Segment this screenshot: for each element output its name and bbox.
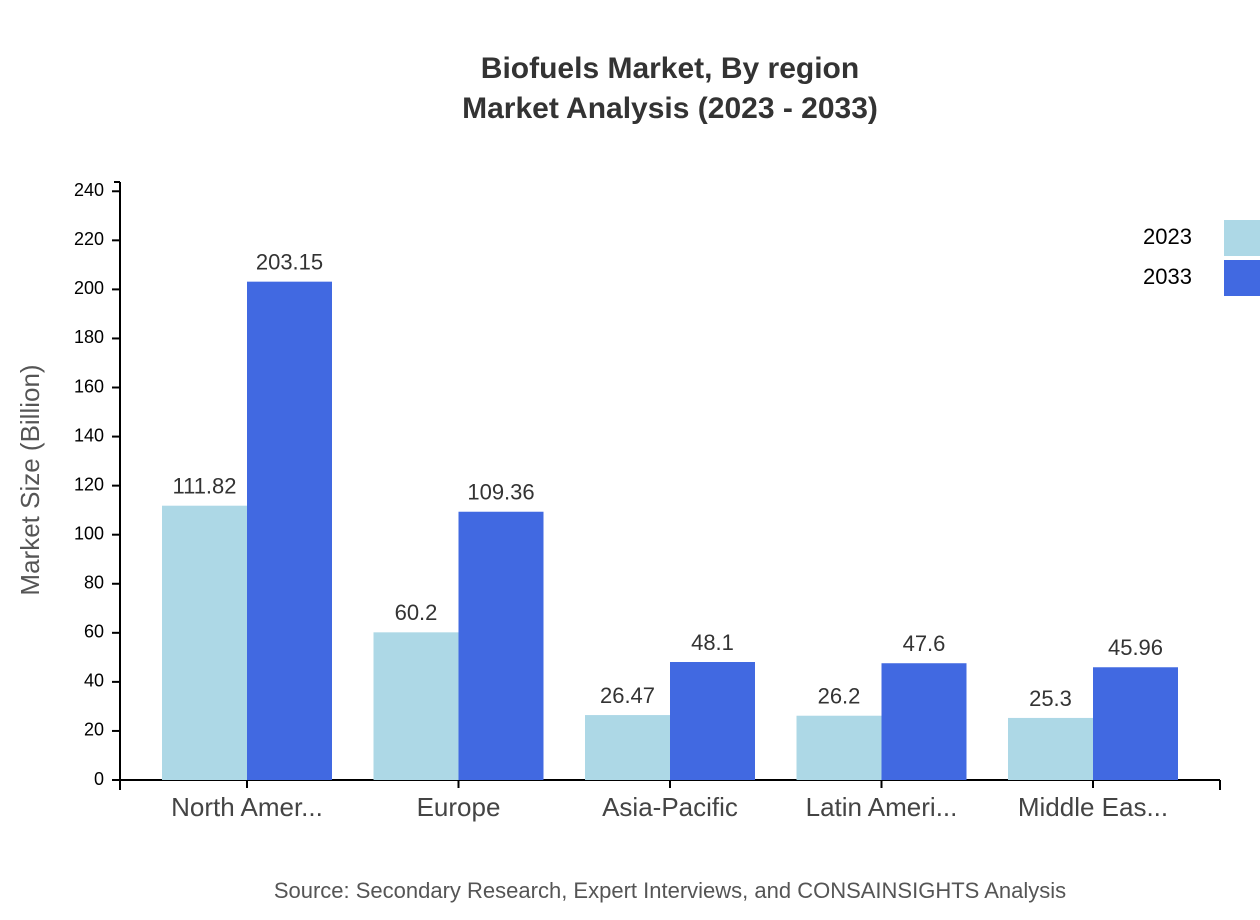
source-note: Source: Secondary Research, Expert Inter…: [274, 878, 1066, 903]
y-tick-label: 40: [84, 671, 104, 691]
x-tick-label: Latin Ameri...: [806, 792, 958, 822]
y-tick-label: 20: [84, 720, 104, 740]
y-tick-label: 200: [74, 278, 104, 298]
value-label: 60.2: [395, 600, 438, 625]
value-label: 26.2: [818, 684, 861, 709]
value-label: 26.47: [600, 683, 655, 708]
y-tick-label: 120: [74, 474, 104, 494]
legend-swatch: [1224, 220, 1260, 256]
legend-swatch: [1224, 260, 1260, 296]
x-tick-label: North Amer...: [171, 792, 323, 822]
legend-label: 2033: [1143, 264, 1192, 289]
y-tick-label: 0: [94, 769, 104, 789]
bar: [670, 662, 755, 780]
y-tick-label: 160: [74, 376, 104, 396]
chart-title: Biofuels Market, By region: [481, 52, 859, 85]
y-tick-label: 60: [84, 622, 104, 642]
bar: [585, 715, 670, 780]
chart-subtitle: Market Analysis (2023 - 2033): [462, 92, 878, 125]
y-tick-label: 100: [74, 523, 104, 543]
bar: [162, 505, 247, 780]
bar: [1093, 667, 1178, 780]
y-tick-label: 220: [74, 229, 104, 249]
value-label: 48.1: [691, 630, 734, 655]
bar: [373, 632, 459, 780]
x-tick-label: Europe: [417, 792, 501, 822]
y-tick-label: 240: [74, 180, 104, 200]
x-tick-label: Asia-Pacific: [602, 792, 738, 822]
y-tick-label: 80: [84, 573, 104, 593]
bar: [1008, 717, 1093, 780]
bar: [458, 511, 544, 780]
value-label: 203.15: [256, 249, 323, 274]
bar: [796, 715, 882, 780]
bar: [881, 663, 967, 780]
value-label: 47.6: [903, 631, 946, 656]
bar: [247, 281, 332, 780]
y-axis-label: Market Size (Billion): [15, 364, 45, 595]
value-label: 25.3: [1029, 686, 1072, 711]
y-tick-label: 140: [74, 425, 104, 445]
value-label: 111.82: [172, 474, 236, 499]
value-label: 109.36: [467, 480, 534, 505]
legend-label: 2023: [1143, 224, 1192, 249]
y-tick-label: 180: [74, 327, 104, 347]
x-tick-label: Middle Eas...: [1018, 792, 1168, 822]
value-label: 45.96: [1108, 635, 1163, 660]
